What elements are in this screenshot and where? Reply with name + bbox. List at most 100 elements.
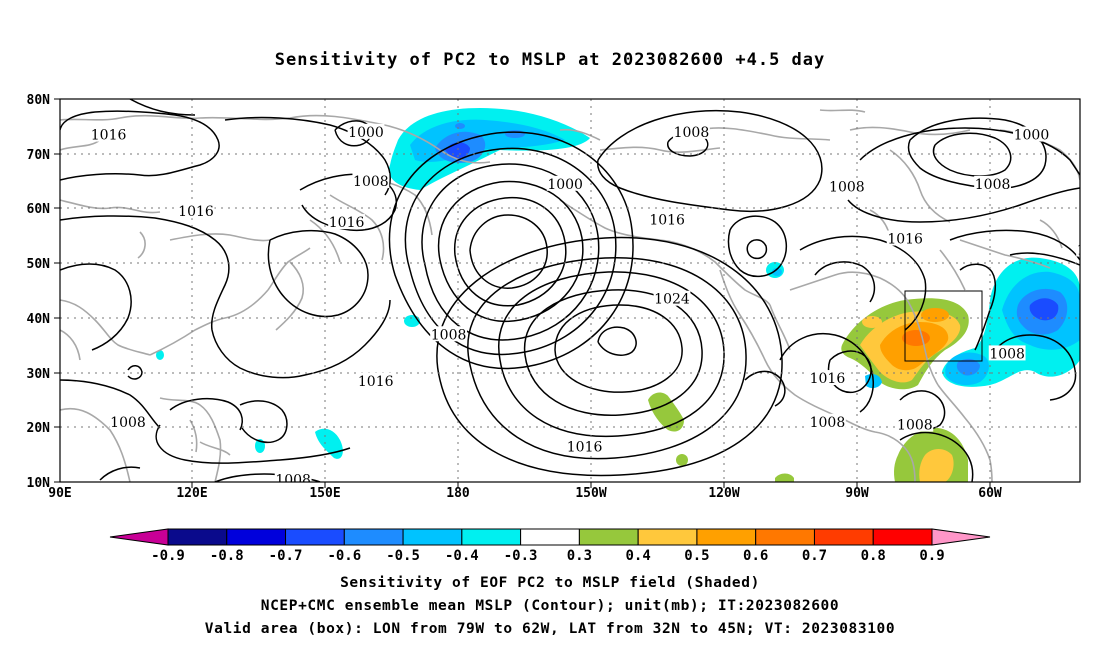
colorbar-cell <box>813 528 874 546</box>
lon-label: 150W <box>575 486 606 501</box>
lon-label: 120E <box>176 486 207 501</box>
contour-label: 1016 <box>358 374 394 390</box>
colorbar-cell <box>461 528 522 546</box>
contour-label: 1024 <box>654 292 690 308</box>
lat-label: 40N <box>27 312 51 327</box>
contour-label-bg <box>430 326 467 342</box>
colorbar-label: 0.8 <box>861 548 886 564</box>
contour-label-bg <box>352 173 390 189</box>
colorbar-cell <box>167 528 228 546</box>
colorbar-label: -0.9 <box>151 548 185 564</box>
contour-label: 1016 <box>887 232 923 248</box>
colorbar-cell <box>402 528 463 546</box>
colorbar-label: -0.3 <box>504 548 538 564</box>
contour-label: 1016 <box>329 215 365 231</box>
lat-ticks <box>54 98 60 483</box>
contour-label: 1016 <box>567 439 603 455</box>
contour-label-bg <box>274 471 312 482</box>
chart-title: Sensitivity of PC2 to MSLP at 2023082600… <box>274 50 826 70</box>
map-svg: 1016 1000 1008 1016 1016 1008 1000 1016 1008 1016… <box>27 93 1100 501</box>
contour-label: 1016 <box>810 371 846 387</box>
map-panel: 1016 1000 1008 1016 1016 1008 1000 1016 1008 1016… <box>27 93 1100 501</box>
lon-label: 120W <box>708 486 739 501</box>
colorbar-cell <box>285 528 345 546</box>
contour-label-bg <box>974 175 1011 191</box>
lon-ticks <box>191 482 991 488</box>
contour-label: 1008 <box>989 346 1025 362</box>
colorbar-cell <box>578 528 639 546</box>
colorbar-cell <box>520 528 580 546</box>
lon-label: 90E <box>48 486 71 501</box>
colorbar-label: 0.4 <box>626 548 651 564</box>
contour-label-bg <box>653 290 691 306</box>
contour-label-bg <box>1076 241 1080 257</box>
contour-label: 1008 <box>810 415 846 431</box>
colorbar-label: 0.9 <box>919 548 944 564</box>
contour-labels: 1016 1000 1008 1016 1016 1008 1000 1016 1008 1016… <box>90 123 1100 488</box>
valid-area-box <box>904 290 983 362</box>
contour-label-bg <box>809 370 846 386</box>
lat-label: 60N <box>27 202 51 217</box>
colorbar-label: 0.6 <box>743 548 768 564</box>
contour-label-bg <box>90 126 127 142</box>
contour-label-bg <box>886 230 924 246</box>
contour-label: 1008 <box>674 125 710 141</box>
contour-label-bg <box>896 416 934 432</box>
lon-label: 60W <box>978 486 1002 501</box>
contour-label-bg <box>177 203 215 219</box>
contour-label: 1008 <box>431 327 467 343</box>
contour-label-bg <box>648 211 686 227</box>
lat-label: 10N <box>27 476 51 491</box>
lat-axis: 80N 70N 60N 50N 40N 30N 20N 10N <box>27 93 51 491</box>
colorbar-label: 0.3 <box>567 548 592 564</box>
caption-contour: NCEP+CMC ensemble mean MSLP (Contour); u… <box>260 598 840 614</box>
lat-label: 20N <box>27 421 51 436</box>
colorbar-label: 0.7 <box>802 548 827 564</box>
colorbar-cell <box>696 528 757 546</box>
lon-axis: 90E 120E 150E 180 150W 120W 90W 60W <box>48 486 1002 501</box>
contour-label: 1008 <box>829 180 865 196</box>
colorbar-label: 0.5 <box>684 548 709 564</box>
lat-label: 50N <box>27 257 51 272</box>
contour-label: 1016 <box>178 204 214 220</box>
lat-label: 70N <box>27 148 51 163</box>
contour-label-bg <box>988 345 1026 361</box>
colorbar-label: -0.5 <box>386 548 420 564</box>
colorbar: -0.9 -0.8 -0.7 -0.6 -0.5 -0.4 -0.3 0.3 0.4 0.5 0.6… <box>109 528 991 564</box>
colorbar-cell <box>343 528 404 546</box>
colorbar-low-arrow <box>109 528 169 546</box>
lat-label: 80N <box>27 93 51 108</box>
lat-label: 30N <box>27 367 51 382</box>
caption-valid-area: Valid area (box): LON from 79W to 62W, L… <box>204 621 896 637</box>
contour-label-bg <box>566 438 603 454</box>
contour-label: 1008 <box>897 418 933 434</box>
colorbar-high-arrow <box>931 528 991 546</box>
contour-label: 1008 <box>110 415 146 431</box>
colorbar-cell <box>872 528 933 546</box>
lon-label: 90W <box>845 486 869 501</box>
contour-label-bg <box>109 413 147 429</box>
contour-label: 1000 <box>1014 128 1050 144</box>
contour-label: 1000 <box>348 125 384 141</box>
contour-label-bg <box>1013 126 1050 142</box>
map-frame <box>59 98 1081 483</box>
caption-shading: Sensitivity of EOF PC2 to MSLP field (Sh… <box>340 575 760 591</box>
contour-label: 1008 <box>275 472 311 488</box>
colorbar-label: -0.7 <box>269 548 303 564</box>
contour-label-bg <box>828 178 866 194</box>
colorbar-cell <box>226 528 287 546</box>
contour-label: 1016 <box>91 128 127 144</box>
contour-label: 1008 <box>353 174 389 190</box>
contour-label: 1000 <box>547 177 583 193</box>
contour-label: 1016 <box>649 212 685 228</box>
lon-label: 150E <box>309 486 340 501</box>
contour-label: 1008 <box>975 177 1011 193</box>
contour-label: 1016 <box>1077 242 1100 258</box>
contour-label-bg <box>809 413 846 429</box>
colorbar-label: -0.8 <box>210 548 244 564</box>
colorbar-cell <box>637 528 698 546</box>
gridlines <box>60 99 1080 482</box>
contour-label-bg <box>347 123 385 139</box>
colorbar-label: -0.6 <box>327 548 361 564</box>
contour-label-bg <box>546 175 584 191</box>
